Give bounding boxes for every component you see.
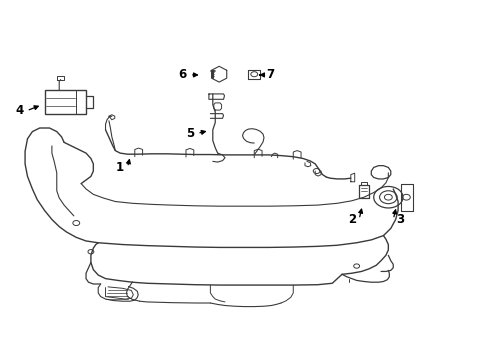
Text: 6: 6 [178,68,186,81]
Text: 5: 5 [185,127,194,140]
Text: 3: 3 [396,213,404,226]
Text: 4: 4 [15,104,23,117]
Text: 2: 2 [347,213,355,226]
Text: 7: 7 [265,68,273,81]
Bar [44,90,86,114]
Text: 1: 1 [116,161,124,174]
